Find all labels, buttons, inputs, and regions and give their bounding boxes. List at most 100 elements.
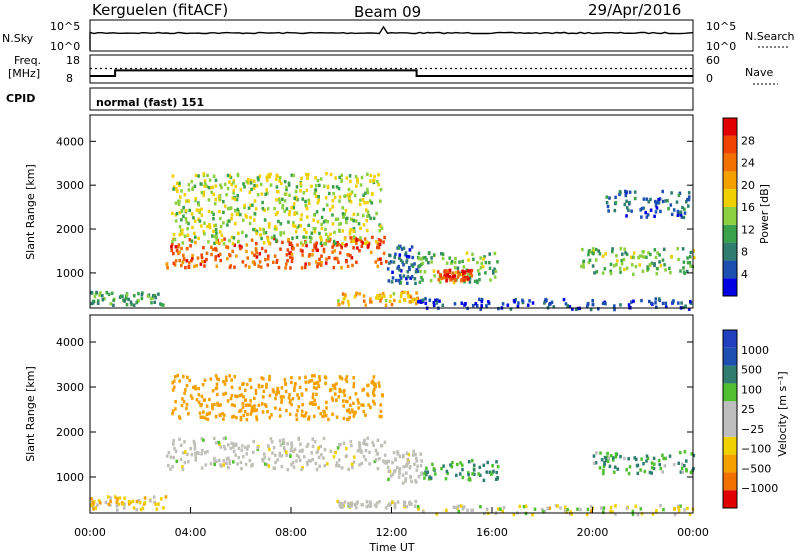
scatter-cell	[341, 206, 345, 210]
scatter-cell	[203, 378, 207, 382]
scatter-cell	[101, 298, 105, 302]
scatter-cell	[331, 398, 335, 402]
scatter-cell	[211, 403, 214, 407]
scatter-cell	[275, 177, 278, 181]
scatter-cell	[250, 464, 253, 468]
scatter-cell	[282, 441, 286, 445]
scatter-cell	[295, 235, 299, 240]
scatter-cell	[300, 176, 303, 181]
scatter-cell	[249, 181, 253, 185]
scatter-cell	[220, 185, 223, 190]
scatter-cell	[605, 195, 609, 199]
scatter-cell	[173, 385, 176, 389]
scatter-cell	[454, 505, 458, 510]
scatter-cell	[171, 388, 175, 392]
scatter-cell	[386, 267, 390, 271]
scatter-cell	[655, 206, 659, 210]
scatter-cell	[263, 452, 266, 456]
scatter-cell	[349, 403, 352, 407]
scatter-cell	[199, 182, 203, 186]
scatter-cell	[320, 453, 323, 457]
scatter-cell	[335, 382, 338, 386]
scatter-cell	[213, 234, 216, 239]
scatter-cell	[293, 388, 296, 393]
scatter-cell	[411, 255, 414, 260]
scatter-cell	[285, 185, 288, 189]
scatter-cell	[609, 454, 613, 458]
scatter-cell	[215, 386, 219, 390]
scatter-cell	[264, 231, 268, 235]
scatter-cell	[170, 248, 174, 252]
scatter-cell	[371, 379, 375, 383]
scatter-cell	[314, 176, 317, 180]
scatter-cell	[185, 259, 189, 263]
scatter-cell	[625, 252, 629, 256]
scatter-cell	[263, 462, 267, 466]
scatter-cell	[373, 174, 376, 179]
scatter-cell	[604, 252, 607, 256]
scatter-cell	[180, 246, 183, 251]
scatter-cell	[285, 187, 288, 192]
scatter-cell	[210, 245, 213, 249]
scatter-cell	[439, 274, 442, 278]
scatter-cell	[336, 241, 339, 245]
scatter-cell	[478, 465, 482, 470]
scatter-cell	[218, 197, 222, 201]
scatter-cell	[186, 452, 189, 456]
scatter-cell	[324, 413, 328, 418]
y-tick-label: 4000	[56, 336, 84, 349]
scatter-cell	[264, 257, 267, 262]
scatter-cell	[360, 461, 363, 466]
scatter-cell	[620, 262, 624, 266]
scatter-cell	[453, 260, 457, 265]
scatter-cell	[433, 274, 436, 278]
scatter-cell	[580, 264, 583, 269]
scatter-cell	[227, 465, 230, 470]
scatter-cell	[680, 466, 684, 470]
scatter-cell	[405, 463, 408, 467]
scatter-cell	[337, 242, 340, 247]
scatter-cell	[693, 255, 696, 260]
scatter-cell	[245, 234, 248, 238]
scatter-cell	[479, 505, 482, 509]
colorbar-swatch	[723, 224, 737, 243]
scatter-cell	[646, 267, 650, 271]
scatter-cell	[658, 253, 661, 257]
scatter-cell	[256, 193, 260, 197]
scatter-cell	[204, 181, 207, 186]
scatter-cell	[335, 243, 339, 247]
scatter-cell	[619, 454, 622, 459]
scatter-cell	[446, 471, 449, 476]
scatter-cell	[171, 409, 175, 413]
scatter-cell	[270, 236, 274, 240]
scatter-cell	[365, 505, 369, 509]
scatter-cell	[656, 251, 659, 255]
scatter-cell	[671, 300, 675, 304]
scatter-cell	[129, 500, 133, 504]
scatter-cell	[349, 236, 352, 240]
scatter-cell	[165, 262, 169, 266]
scatter-cell	[337, 458, 341, 462]
scatter-cell	[243, 203, 246, 208]
scatter-cell	[688, 261, 692, 265]
scatter-cell	[265, 404, 268, 408]
scatter-cell	[322, 436, 326, 441]
scatter-cell	[255, 242, 258, 246]
scatter-cell	[591, 251, 595, 255]
scatter-cell	[487, 300, 490, 304]
scatter-cell	[253, 396, 256, 401]
scatter-cell	[178, 199, 181, 203]
scatter-cell	[182, 214, 185, 218]
scatter-cell	[376, 466, 380, 471]
scatter-cell	[415, 456, 418, 461]
scatter-cell	[255, 251, 258, 255]
scatter-cell	[663, 263, 666, 267]
scatter-cell	[688, 512, 692, 516]
scatter-cell	[316, 201, 320, 205]
scatter-cell	[269, 183, 273, 187]
scatter-cell	[356, 398, 360, 402]
x-tick-label: 00:00	[677, 526, 709, 539]
scatter-cell	[203, 398, 206, 402]
scatter-cell	[304, 375, 307, 379]
